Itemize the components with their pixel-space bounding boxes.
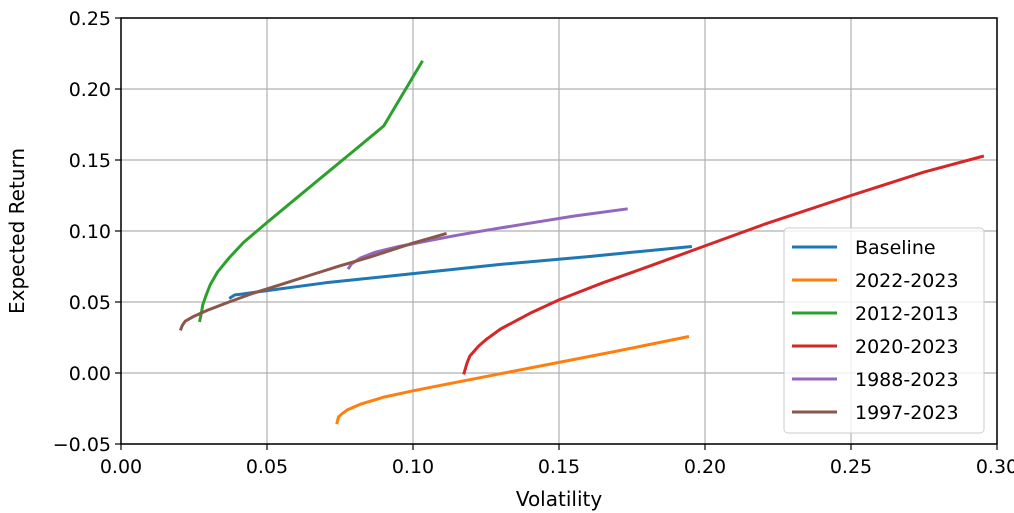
y-tick-label: 0.00 xyxy=(69,363,111,385)
x-tick-label: 0.15 xyxy=(538,456,580,478)
legend-label-2012-2013: 2012-2013 xyxy=(855,303,959,325)
y-tick-label: 0.15 xyxy=(69,150,111,172)
legend: Baseline 2022-2023 2012-2013 2020-2023 1988-… xyxy=(783,227,985,434)
x-tick-label: 0.10 xyxy=(392,456,434,478)
series-lines xyxy=(178,59,985,425)
y-axis-label: Expected Return xyxy=(5,148,29,314)
legend-label-baseline: Baseline xyxy=(855,237,936,259)
legend-label-2020-2023: 2020-2023 xyxy=(855,336,959,358)
series-line-2022-2023 xyxy=(335,335,690,425)
x-tick-label: 0.30 xyxy=(976,456,1014,478)
y-tick-label: 0.20 xyxy=(69,79,111,101)
series-line-1988-2023 xyxy=(346,207,628,270)
x-tick-label: 0.20 xyxy=(684,456,726,478)
y-tick-label: −0.05 xyxy=(53,434,111,456)
series-line-baseline xyxy=(228,244,693,300)
legend-label-2022-2023: 2022-2023 xyxy=(855,270,959,292)
axis-ticks: 0.00 0.05 0.10 0.15 0.20 0.25 0.30−0.050.000.0… xyxy=(53,8,1014,478)
legend-label-1988-2023: 1988-2023 xyxy=(855,369,959,391)
x-tick-label: 0.00 xyxy=(100,456,142,478)
legend-label-1997-2023: 1997-2023 xyxy=(855,402,959,424)
y-tick-label: 0.05 xyxy=(69,292,111,314)
y-tick-label: 0.25 xyxy=(69,8,111,30)
series-line-1997-2023 xyxy=(178,231,447,331)
x-tick-label: 0.25 xyxy=(830,456,872,478)
y-tick-label: 0.10 xyxy=(69,221,111,243)
series-line-2012-2013 xyxy=(198,59,424,323)
x-axis-label: Volatility xyxy=(516,487,603,511)
series-line-2020-2023 xyxy=(462,154,985,375)
x-tick-label: 0.05 xyxy=(246,456,288,478)
